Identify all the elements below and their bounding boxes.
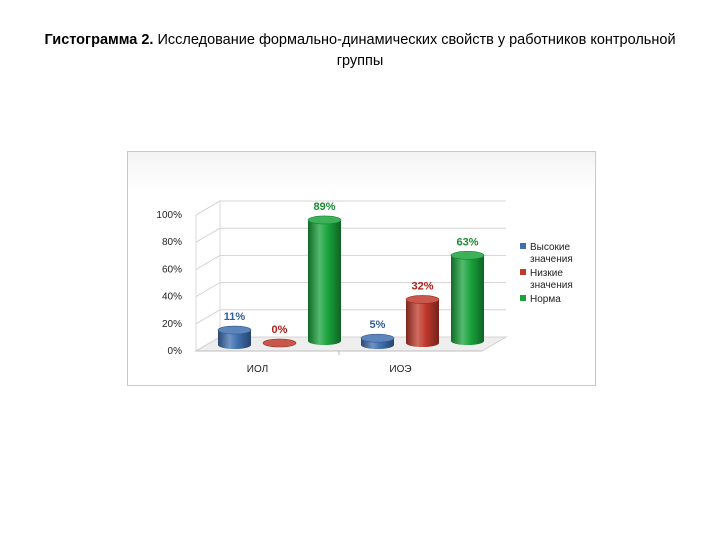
gridline xyxy=(195,200,506,216)
y-tick-label: 40% xyxy=(162,292,182,303)
data-label: 5% xyxy=(370,319,386,331)
gridline xyxy=(195,227,506,243)
y-tick-label: 80% xyxy=(162,237,182,248)
legend-label: Низкие xyxy=(530,268,563,279)
bar xyxy=(218,330,251,349)
data-label: 0% xyxy=(272,324,288,336)
bar xyxy=(406,299,439,347)
legend-swatch xyxy=(520,295,526,301)
y-tick-label: 60% xyxy=(162,264,182,275)
data-label: 63% xyxy=(456,236,478,248)
legend-label: Высокие xyxy=(530,242,570,253)
legend-swatch xyxy=(520,243,526,249)
bar-top xyxy=(360,333,395,343)
chart-title: Гистограмма 2. Исследование формально-ди… xyxy=(20,30,700,72)
bar xyxy=(451,255,484,345)
bar-top xyxy=(217,325,252,335)
y-tick-label: 100% xyxy=(156,210,182,221)
bar-top xyxy=(450,251,485,260)
chart-title-lead: Гистограмма 2. xyxy=(44,32,154,48)
bar-top xyxy=(307,215,342,225)
data-label: 11% xyxy=(224,311,246,323)
bar-top xyxy=(405,295,440,304)
bar-top xyxy=(262,338,297,348)
bar xyxy=(308,219,341,345)
y-tick-label: 20% xyxy=(162,319,182,330)
chart-title-text: Исследование формально-динамических свой… xyxy=(153,32,676,69)
legend-label: значения xyxy=(530,254,573,265)
gridline xyxy=(195,282,506,298)
data-label: 32% xyxy=(411,280,433,292)
legend-label: значения xyxy=(530,280,573,291)
gridline xyxy=(195,254,506,270)
legend-label: Норма xyxy=(530,294,561,305)
data-label: 89% xyxy=(313,201,335,213)
x-tick-label: ИОЭ xyxy=(389,364,411,375)
x-tick-label: ИОЛ xyxy=(247,364,268,375)
legend-swatch xyxy=(520,269,526,275)
chart-side-wall xyxy=(195,200,221,352)
y-tick-label: 0% xyxy=(168,346,183,357)
